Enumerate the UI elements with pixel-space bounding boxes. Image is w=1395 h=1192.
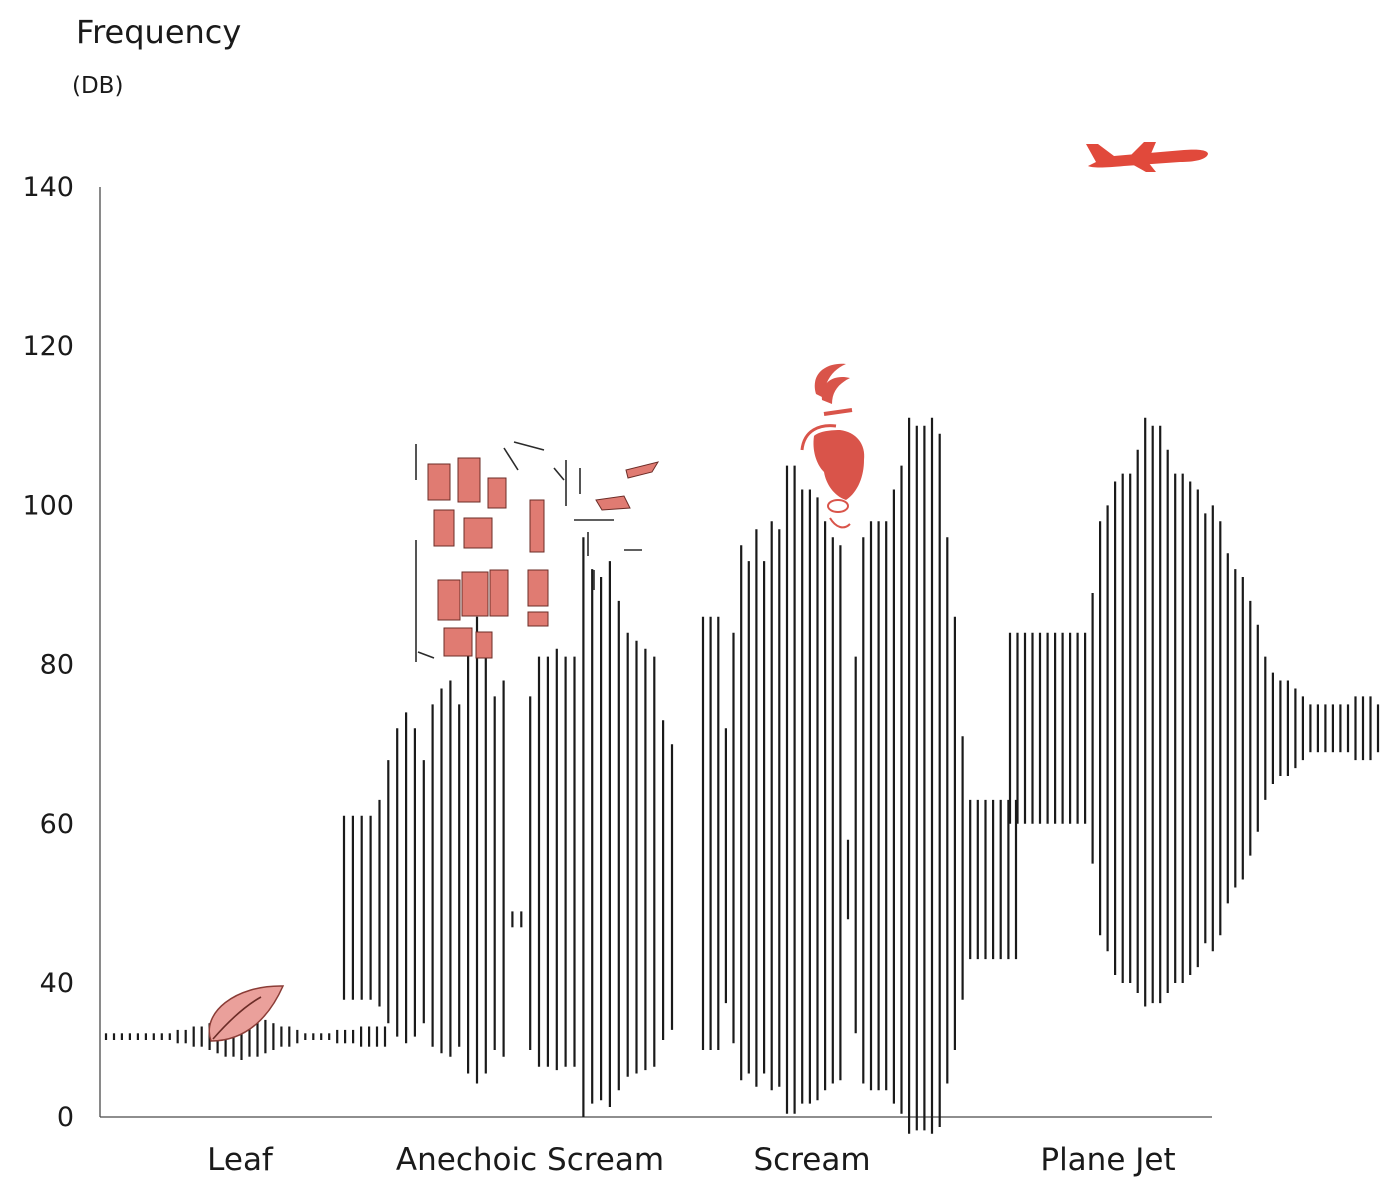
y-tick-labels: 0 40 60 80 100 120 140 bbox=[22, 172, 74, 1133]
airplane-icon bbox=[1086, 142, 1208, 172]
y-tick-label: 120 bbox=[22, 331, 74, 362]
screaming-face-icon bbox=[800, 363, 865, 529]
chart-title: Frequency bbox=[76, 13, 241, 51]
category-label: Plane Jet bbox=[1040, 1142, 1175, 1178]
y-tick-label: 40 bbox=[40, 968, 74, 999]
category-labels: Leaf Anechoic Scream Scream Plane Jet bbox=[207, 1142, 1175, 1178]
y-tick-label: 60 bbox=[40, 809, 74, 840]
category-label: Anechoic Scream bbox=[396, 1142, 664, 1178]
category-label: Scream bbox=[753, 1142, 870, 1178]
anechoic-wall-icon bbox=[415, 441, 660, 662]
waveform-bars bbox=[104, 417, 1380, 1134]
y-tick-label: 140 bbox=[22, 172, 74, 203]
y-tick-label: 100 bbox=[22, 490, 74, 521]
y-tick-label: 0 bbox=[57, 1102, 74, 1133]
category-label: Leaf bbox=[207, 1142, 274, 1178]
leaf-icon bbox=[208, 985, 285, 1042]
y-tick-label: 80 bbox=[40, 650, 74, 681]
y-axis-unit: (DB) bbox=[72, 73, 123, 99]
